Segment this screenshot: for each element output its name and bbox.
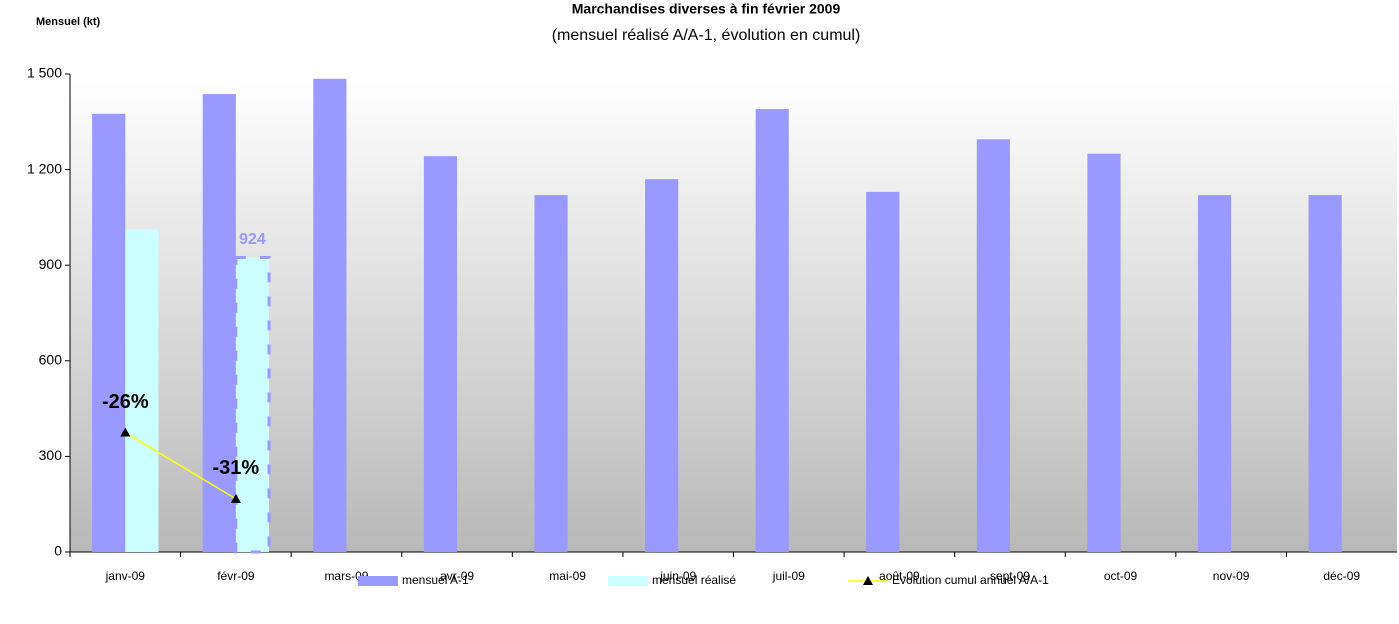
- bar: [866, 191, 900, 552]
- bar: [1087, 153, 1121, 552]
- x-tick-label: nov-09: [1213, 569, 1250, 583]
- bar: [202, 94, 236, 553]
- x-tick-label: juil-09: [772, 569, 805, 583]
- bar: [125, 229, 159, 552]
- legend-marker: [863, 576, 873, 585]
- line: [124, 431, 237, 500]
- x-tick-label: déc-09: [1323, 569, 1360, 583]
- x-tick-label: mai-09: [549, 569, 586, 583]
- x-tick-label: sept-09: [990, 569, 1030, 583]
- marker: [120, 427, 131, 437]
- bar: [534, 195, 568, 553]
- bar: [976, 139, 1010, 552]
- marker: [230, 493, 241, 503]
- y-tick-label: 300: [39, 447, 63, 463]
- x-tick-label: oct-09: [1104, 569, 1138, 583]
- data-label: -31%: [213, 457, 260, 479]
- x-tick-label: août-09: [879, 569, 920, 583]
- x-tick-label: avr-09: [440, 569, 474, 583]
- y-tick-label: 600: [39, 352, 63, 368]
- data-label: 924: [239, 231, 266, 248]
- bar: [92, 113, 126, 552]
- legend-label: mensuel réalisé: [652, 573, 736, 587]
- legend-swatch: [358, 576, 398, 586]
- plot-area: [70, 74, 1397, 552]
- legend-label: mensuel A-1: [402, 573, 469, 587]
- bar: [234, 256, 271, 554]
- bar: [313, 78, 347, 552]
- x-tick-label: févr-09: [217, 569, 255, 583]
- x-tick-label: mars-09: [324, 569, 368, 583]
- y-tick-label: 1 500: [27, 65, 62, 81]
- legend-label: Evolution cumul annuel A/A-1: [892, 573, 1049, 587]
- data-label: -26%: [102, 391, 149, 413]
- y-tick-label: 0: [54, 543, 62, 559]
- y-axis-label: Mensuel (kt): [36, 16, 101, 28]
- chart-title: Marchandises diverses à fin février 2009: [572, 1, 841, 17]
- x-tick-label: janv-09: [105, 569, 146, 583]
- y-tick-label: 1 200: [27, 160, 62, 176]
- x-tick-label: juin-09: [659, 569, 696, 583]
- bar: [755, 109, 789, 552]
- chart-subtitle: (mensuel réalisé A/A-1, évolution en cum…: [552, 27, 861, 44]
- bar: [645, 179, 679, 552]
- bar: [423, 156, 458, 552]
- y-tick-label: 900: [39, 256, 63, 272]
- legend-swatch: [608, 576, 648, 586]
- bar: [1197, 195, 1232, 553]
- bar: [1308, 195, 1342, 553]
